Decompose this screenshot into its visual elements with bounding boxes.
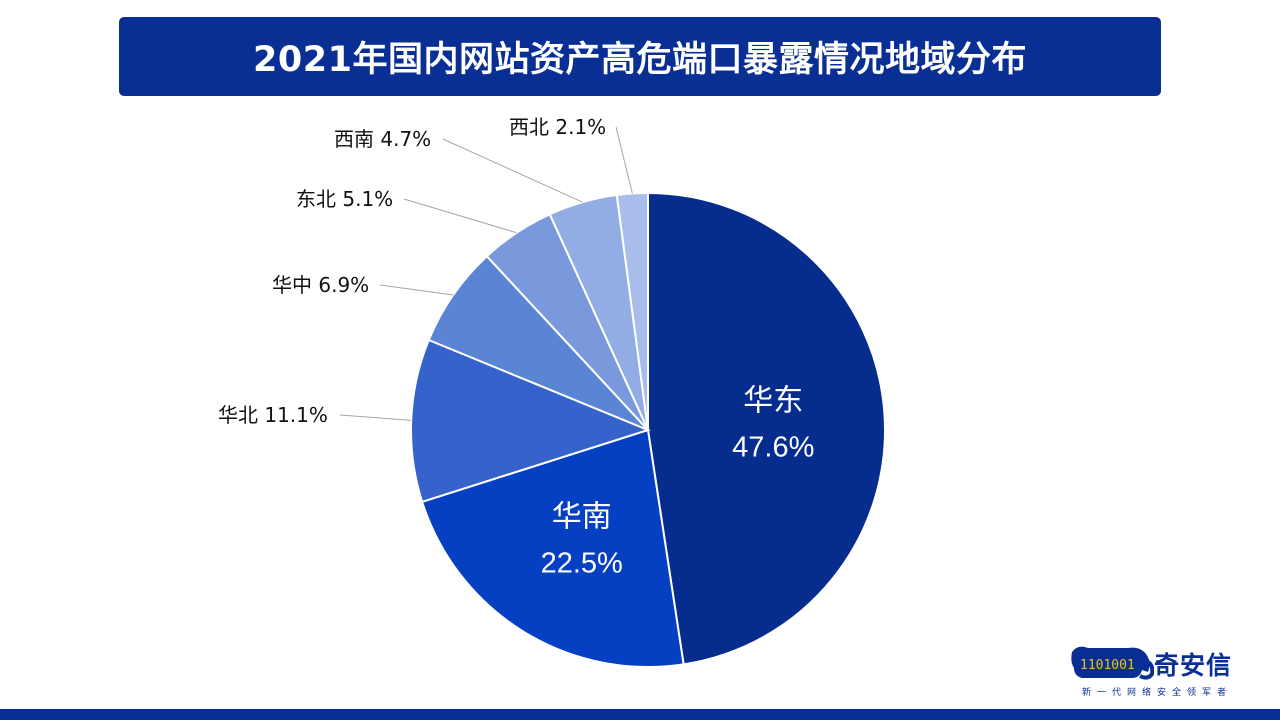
slice-outside-label: 西南 4.7% xyxy=(334,127,431,151)
slice-outside-label: 华中 6.9% xyxy=(272,273,369,297)
pie-slice-1 xyxy=(647,191,886,666)
logo-mark-text: 1101001 xyxy=(1080,658,1135,673)
pie-slice-2 xyxy=(420,428,685,668)
logo-slogan: 新一代网络安全领军者 xyxy=(1082,688,1233,698)
leader-line xyxy=(615,126,633,194)
pie-slice-3 xyxy=(410,338,651,504)
bottom-bar xyxy=(0,709,1280,720)
leader-line xyxy=(403,198,517,234)
title-bar: 2021年国内网站资产高危端口暴露情况地域分布 xyxy=(119,17,1161,96)
slice-outside-label: 华北 11.1% xyxy=(218,403,328,427)
leader-line xyxy=(339,414,412,421)
tiger-logo-icon: 1101001 xyxy=(1071,646,1154,680)
leader-line xyxy=(442,138,583,203)
pie-slice-4 xyxy=(427,254,649,431)
leader-line xyxy=(379,284,454,296)
chart-title: 2021年国内网站资产高危端口暴露情况地域分布 xyxy=(253,40,1027,80)
slice-label-value: 47.6% xyxy=(732,432,814,464)
slice-label-name: 华东 xyxy=(743,384,803,419)
slice-outside-label: 西北 2.1% xyxy=(509,115,606,139)
logo-brand: 奇安信 xyxy=(1154,651,1233,680)
slice-outside-label: 东北 5.1% xyxy=(296,187,393,211)
slice-label-value: 22.5% xyxy=(541,548,623,580)
company-logo: 1101001 奇安信 新一代网络安全领军者 xyxy=(1066,640,1246,700)
slice-label-name: 华南 xyxy=(552,500,612,535)
